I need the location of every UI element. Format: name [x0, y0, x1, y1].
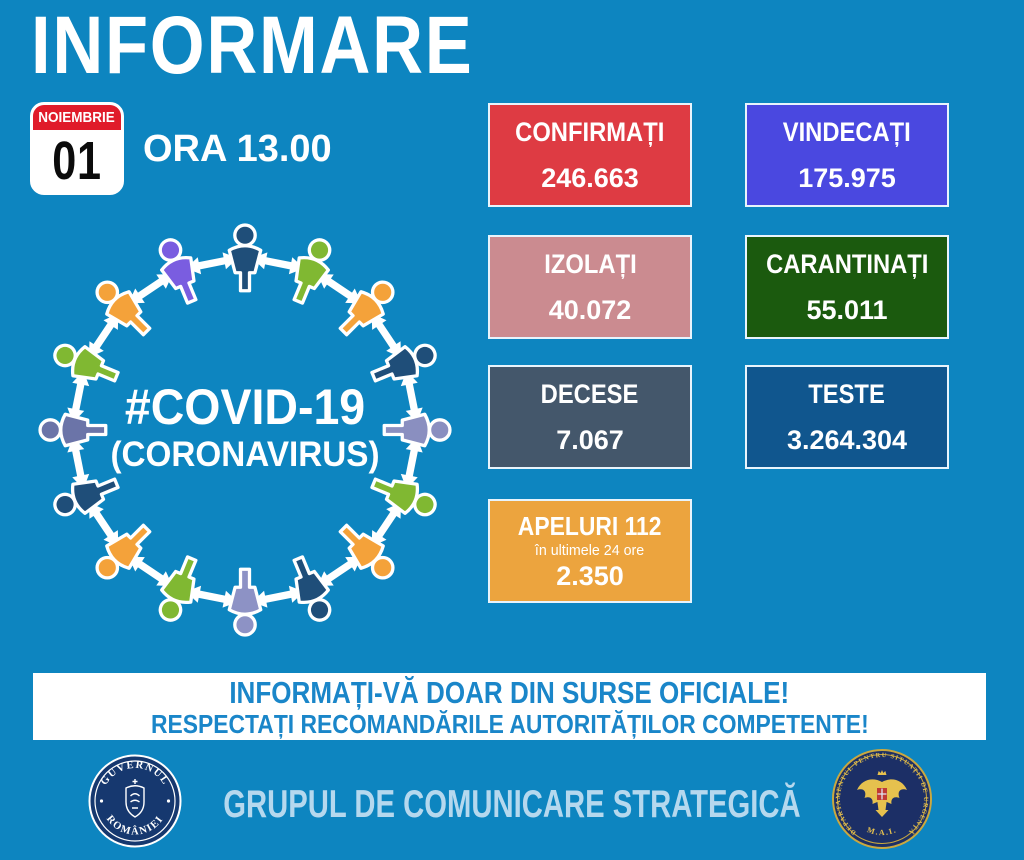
stat-label: IZOLAȚI	[543, 249, 637, 279]
person-icon	[87, 515, 160, 588]
stat-box-decese: DECESE 7.067	[488, 365, 692, 469]
stat-box-carantinati: CARANTINAȚI 55.011	[745, 235, 949, 339]
person-icon	[87, 272, 160, 345]
seal-dot	[99, 799, 104, 803]
svg-text:M.A.I.: M.A.I.	[866, 825, 898, 837]
stat-value: 40.072	[548, 295, 632, 325]
footer-caption: GRUPUL DE COMUNICARE STRATEGICĂ	[0, 783, 1024, 827]
footer-caption-text: GRUPUL DE COMUNICARE STRATEGICĂ	[223, 783, 801, 826]
calendar-month-label: NOIEMBRIE	[38, 109, 116, 126]
stat-box-vindecati: VINDECAȚI 175.975	[745, 103, 949, 207]
dsu-eagle-icon	[857, 770, 907, 817]
stat-box-apeluri-112: APELURI 112 în ultimele 24 ore 2.350	[488, 499, 692, 603]
stat-label: TESTE	[808, 379, 886, 409]
stat-box-confirmati: CONFIRMAȚI 246.663	[488, 103, 692, 207]
page-title: INFORMARE	[31, 0, 474, 91]
seal-dot	[166, 799, 171, 803]
dsu-seal-bottom-text: M.A.I.	[866, 825, 897, 837]
stat-value: 2.350	[556, 560, 624, 591]
covid-hashtag: #COVID-19	[124, 379, 366, 435]
person-icon	[330, 272, 403, 345]
person-icon	[330, 515, 403, 588]
stat-label: VINDECAȚI	[782, 117, 912, 147]
banner-line-2: RESPECTAȚI RECOMANDĂRILE AUTORITĂȚILOR C…	[150, 708, 869, 739]
time-label: ORA 13.00	[143, 128, 332, 170]
stat-label: DECESE	[541, 379, 639, 409]
banner-line-1: INFORMAȚI-VĂ DOAR DIN SURSE OFICIALE!	[229, 674, 790, 710]
stat-label: CARANTINAȚI	[765, 249, 929, 279]
covid-caption: #COVID-19 (CORONAVIRUS)	[45, 381, 445, 476]
stat-label: APELURI 112	[518, 510, 662, 541]
person-icon	[227, 567, 263, 637]
stat-box-izolati: IZOLAȚI 40.072	[488, 235, 692, 339]
stat-value: 7.067	[556, 425, 624, 455]
stat-value: 3.264.304	[786, 425, 908, 455]
stat-value: 55.011	[806, 295, 888, 325]
coat-of-arms-icon	[125, 779, 145, 818]
dsu-mai-seal: DEPARTAMENTUL PENTRU SITUAȚII DE URGENȚĂ…	[832, 749, 932, 849]
guvernul-romaniei-seal: GUVERNUL ROMÂNIEI	[88, 754, 182, 848]
coronavirus-label: (CORONAVIRUS)	[110, 435, 380, 474]
calendar-month-header: NOIEMBRIE	[33, 105, 121, 130]
official-sources-banner: INFORMAȚI-VĂ DOAR DIN SURSE OFICIALE! RE…	[33, 673, 986, 740]
calendar-day: 01	[33, 130, 121, 192]
stat-value: 175.975	[798, 163, 896, 193]
calendar-badge: NOIEMBRIE 01	[30, 102, 124, 195]
person-icon	[227, 223, 263, 293]
stat-value: 246.663	[541, 163, 639, 193]
stat-sublabel: în ultimele 24 ore	[535, 541, 645, 559]
stat-label: CONFIRMAȚI	[515, 117, 665, 147]
calendar-day-label: 01	[52, 131, 102, 191]
stat-box-teste: TESTE 3.264.304	[745, 365, 949, 469]
